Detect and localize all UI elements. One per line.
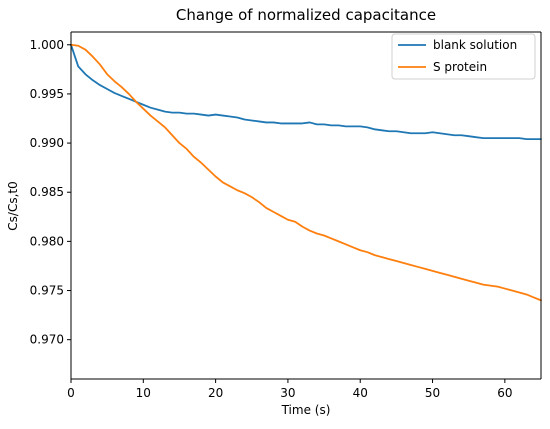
y-tick-label: 1.000: [30, 38, 64, 52]
x-tick-label: 30: [280, 386, 295, 400]
legend-label-blank-solution: blank solution: [433, 38, 517, 52]
series-line-s-protein: [70, 43, 542, 302]
y-tick-label: 0.980: [30, 234, 64, 248]
series-line-blank-solution: [70, 43, 542, 141]
x-tick-label: 50: [425, 386, 440, 400]
legend-box: [391, 33, 536, 80]
plot-area: [71, 32, 541, 379]
legend-label-s-protein: S protein: [433, 60, 487, 74]
y-tick-label: 0.975: [30, 284, 64, 298]
y-tick-label: 0.995: [30, 87, 64, 101]
y-axis: 0.970 0.975 0.980 0.985 0.990 0.995 1.000: [30, 38, 71, 347]
x-axis-label: Time (s): [281, 403, 331, 417]
y-tick-label: 0.985: [30, 185, 64, 199]
x-tick-label: 10: [136, 386, 151, 400]
x-axis: 0 10 20 30 40 50 60: [67, 379, 512, 400]
y-axis-label: Cs/Cs,t0: [6, 181, 20, 230]
x-tick-label: 40: [353, 386, 368, 400]
legend: blank solution S protein: [391, 33, 536, 80]
y-tick-label: 0.990: [30, 136, 64, 150]
x-tick-label: 20: [208, 386, 223, 400]
x-tick-label: 0: [67, 386, 75, 400]
x-tick-label: 60: [497, 386, 512, 400]
series-layer: [70, 43, 542, 302]
y-tick-label: 0.970: [30, 333, 64, 347]
chart-title: Change of normalized capacitance: [176, 6, 436, 24]
plot-frame: [70, 31, 542, 380]
